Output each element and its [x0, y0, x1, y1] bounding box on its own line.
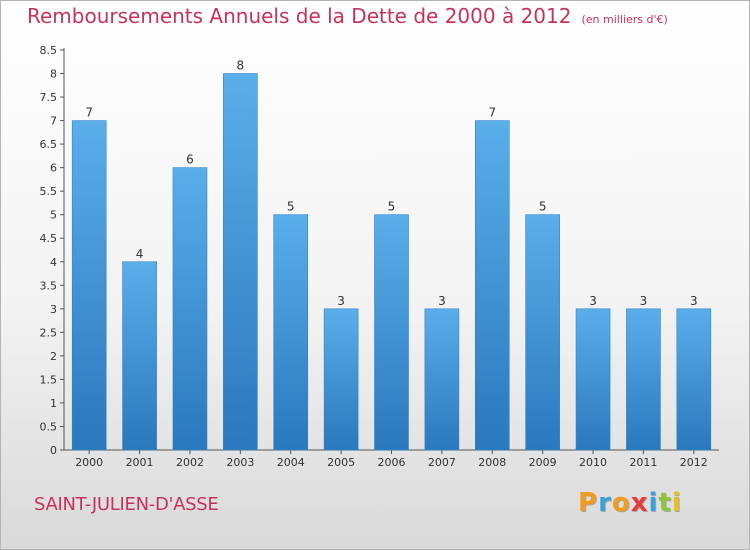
logo-letter: P — [578, 488, 599, 518]
proxiti-logo: Proxiti — [578, 488, 682, 518]
y-tick-label: 8 — [50, 68, 57, 81]
bar — [273, 214, 309, 451]
y-tick-label: 8.5 — [40, 44, 58, 57]
y-tick-label: 4.5 — [40, 232, 58, 245]
y-tick-label: 0 — [50, 444, 57, 457]
unit-note: (en milliers d'€) — [581, 13, 668, 26]
y-tick-label: 5.5 — [40, 185, 58, 198]
commune-name: SAINT-JULIEN-D'ASSE — [34, 494, 219, 515]
bar-value-label: 3 — [640, 294, 648, 308]
y-tick-label: 7.5 — [40, 91, 58, 104]
bar-value-label: 3 — [337, 294, 345, 308]
x-tick-label: 2000 — [75, 456, 103, 469]
bar — [676, 308, 712, 451]
bars: 7 4 6 8 5 3 5 3 7 5 3 3 3 — [71, 59, 712, 451]
logo-letter: i — [671, 488, 682, 518]
y-tick-label: 0.5 — [40, 420, 58, 433]
x-tick-label: 2005 — [327, 456, 355, 469]
bar — [223, 73, 258, 451]
bar-value-label: 5 — [539, 200, 547, 214]
bar — [172, 167, 208, 451]
bar — [323, 308, 359, 451]
bar — [626, 308, 661, 451]
logo-letter: t — [658, 488, 672, 518]
y-tick-label: 4 — [50, 256, 57, 269]
y-tick-label: 3 — [50, 303, 57, 316]
bar-value-label: 3 — [438, 294, 446, 308]
logo-letter: i — [648, 488, 659, 518]
x-tick-label: 2007 — [428, 456, 456, 469]
y-tick-label: 1 — [50, 397, 57, 410]
logo-letter: r — [598, 488, 612, 518]
logo-letter: x — [630, 488, 649, 518]
x-tick-label: 2001 — [126, 456, 154, 469]
x-tick-label: 2011 — [629, 456, 657, 469]
bar-value-label: 7 — [488, 106, 496, 120]
bar-value-label: 5 — [388, 200, 396, 214]
y-tick-label: 3.5 — [40, 279, 58, 292]
y-tick-label: 7 — [50, 115, 57, 128]
x-tick-label: 2004 — [277, 456, 305, 469]
chart-title: Remboursements Annuels de la Dette de 20… — [27, 4, 572, 28]
bar-value-label: 4 — [136, 247, 144, 261]
bar-value-label: 3 — [690, 294, 698, 308]
bar-value-label: 6 — [186, 153, 194, 167]
x-tick-label: 2006 — [378, 456, 406, 469]
bar-value-label: 5 — [287, 200, 295, 214]
x-tick-label: 2003 — [226, 456, 254, 469]
bar — [525, 214, 560, 451]
chart-title-block: Remboursements Annuels de la Dette de 20… — [27, 4, 668, 28]
y-tick-label: 2.5 — [40, 326, 58, 339]
x-tick-label: 2009 — [529, 456, 557, 469]
x-tick-label: 2008 — [478, 456, 506, 469]
x-tick-label: 2002 — [176, 456, 204, 469]
bar-value-label: 3 — [589, 294, 597, 308]
bar — [474, 120, 510, 451]
logo-letter: o — [611, 488, 631, 518]
y-tick-label: 6.5 — [40, 138, 58, 151]
bar — [122, 261, 157, 451]
bar — [424, 308, 460, 451]
bar-value-label: 7 — [85, 106, 93, 120]
x-tick-label: 2012 — [680, 456, 708, 469]
y-tick-label: 1.5 — [40, 373, 58, 386]
bar — [71, 120, 107, 451]
y-tick-label: 2 — [50, 350, 57, 363]
bar-value-label: 8 — [237, 59, 245, 73]
x-tick-label: 2010 — [579, 456, 607, 469]
y-tick-label: 6 — [50, 162, 57, 175]
bar — [575, 308, 611, 451]
bar — [374, 214, 409, 451]
y-tick-label: 5 — [50, 209, 57, 222]
